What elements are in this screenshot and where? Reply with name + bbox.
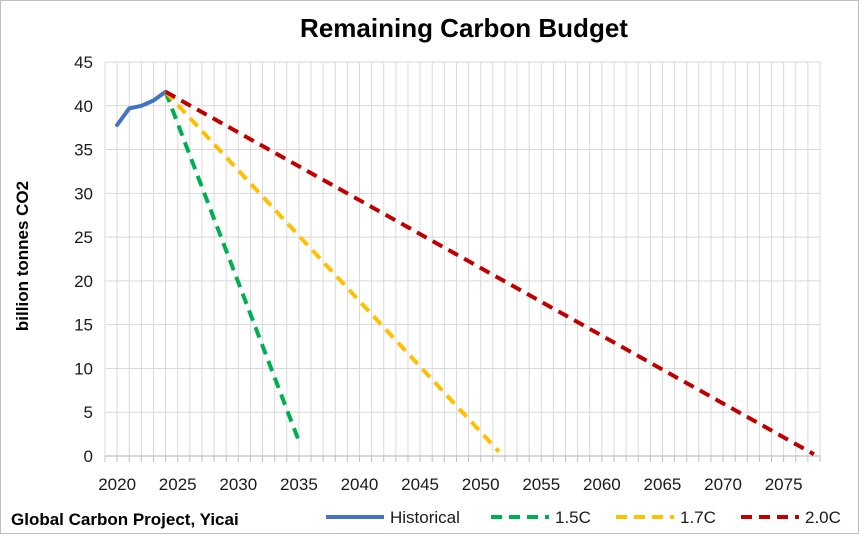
y-tick-label: 30 xyxy=(74,184,93,203)
x-tick-label: 2020 xyxy=(98,475,136,494)
y-tick-label: 10 xyxy=(74,359,93,378)
series-line-historical xyxy=(115,89,168,127)
x-tick-label: 2030 xyxy=(219,475,257,494)
y-tick-label: 20 xyxy=(74,272,93,291)
x-tick-label: 2075 xyxy=(765,475,803,494)
x-tick-label: 2055 xyxy=(522,475,560,494)
y-tick-label: 0 xyxy=(84,447,93,466)
x-tick-label: 2060 xyxy=(583,475,621,494)
legend-label: 2.0C xyxy=(805,508,841,527)
source-note: Global Carbon Project, Yicai xyxy=(11,510,239,529)
x-tick-label: 2045 xyxy=(401,475,439,494)
x-tick-label: 2070 xyxy=(704,475,742,494)
series-lines xyxy=(115,89,815,456)
y-tick-label: 25 xyxy=(74,228,93,247)
x-axis-tick-labels: 2020 2025 2030 2035 2040 2045 2050 2055 2060 2065… xyxy=(98,475,802,494)
y-tick-label: 35 xyxy=(74,141,93,160)
x-tick-label: 2065 xyxy=(644,475,682,494)
y-tick-label: 5 xyxy=(84,403,93,422)
x-tick-label: 2040 xyxy=(341,475,379,494)
series-line-1-7c xyxy=(164,90,501,453)
x-tick-label: 2035 xyxy=(280,475,318,494)
legend: Historical 1.5C 1.7C 2.0C xyxy=(326,508,841,527)
y-axis-tick-labels: 0 5 10 15 20 25 30 35 40 45 xyxy=(74,53,93,466)
x-tick-label: 2025 xyxy=(159,475,197,494)
series-line-1-5c xyxy=(163,91,301,442)
legend-label: 1.7C xyxy=(680,508,716,527)
legend-label: Historical xyxy=(390,508,460,527)
chart-title: Remaining Carbon Budget xyxy=(300,13,628,43)
y-tick-label: 15 xyxy=(74,316,93,335)
y-axis-label: billion tonnes CO2 xyxy=(13,181,32,331)
x-axis xyxy=(104,455,821,462)
y-tick-label: 40 xyxy=(74,97,93,116)
y-tick-label: 45 xyxy=(74,53,93,72)
gridlines xyxy=(104,61,821,456)
legend-label: 1.5C xyxy=(555,508,591,527)
x-tick-label: 2050 xyxy=(462,475,500,494)
series-line-2-0c xyxy=(164,90,815,456)
